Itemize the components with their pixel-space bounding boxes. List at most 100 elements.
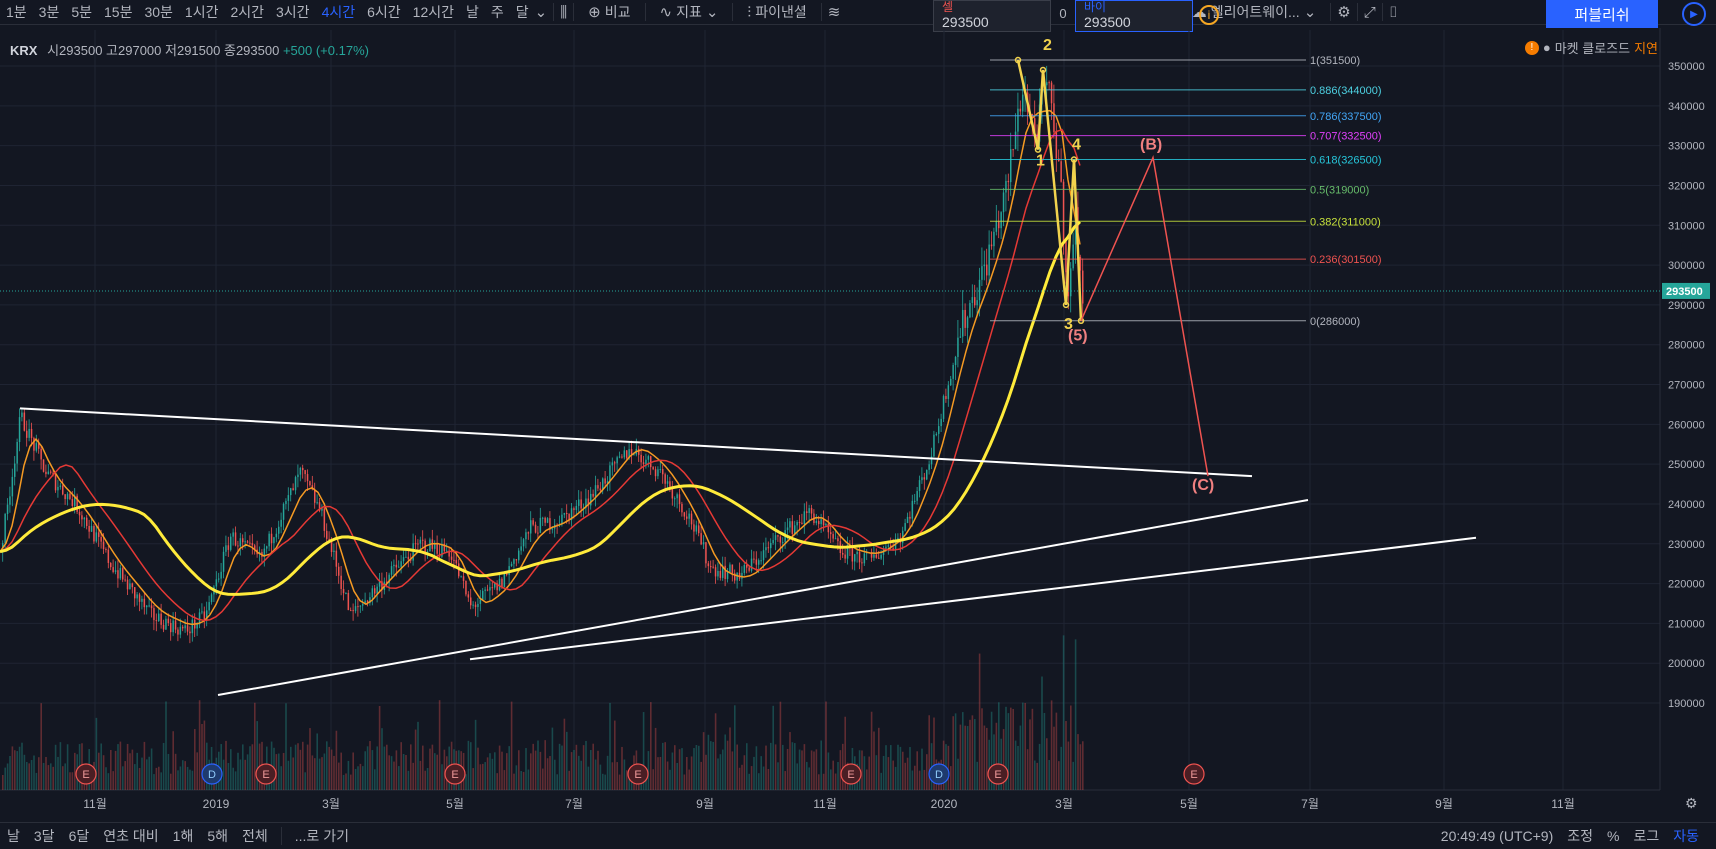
candle-body [621,456,623,458]
correction-projection[interactable] [1080,154,1209,477]
alert-icon[interactable]: ! [1524,40,1539,55]
wave-point [1014,56,1022,64]
candle-body [782,541,784,543]
volume-bar [1010,707,1012,790]
volume-bar [659,756,662,790]
candle-body [659,469,662,471]
log-button[interactable]: 로그 [1633,828,1660,844]
fullscreen-icon[interactable]: ⤢ [1363,3,1376,21]
interval-2[interactable]: 5분 [71,4,93,20]
info-icon[interactable]: i [1199,5,1219,25]
support-line-1[interactable] [217,498,1309,697]
range-3[interactable]: 연초 대비 [103,828,159,844]
percent-button[interactable]: % [1607,828,1620,844]
earnings-marker[interactable] [987,763,1009,785]
adjust-button[interactable]: 조정 [1567,828,1594,844]
interval-11[interactable]: 날 [466,4,479,20]
candle-body [234,532,237,546]
interval-7[interactable]: 3시간 [276,4,310,20]
volume-bar [546,758,549,790]
volume-bar [1048,760,1050,790]
camera-icon[interactable]: ⌷ [1388,3,1398,21]
divider [1330,3,1332,21]
interval-12[interactable]: 주 [490,4,504,20]
candle-body [417,543,419,545]
candle-body [803,511,806,525]
auto-button[interactable]: 자동 [1673,828,1699,844]
interval-0[interactable]: 1분 [6,4,27,20]
price-chart[interactable]: 350000 340000 330000 320000 310000 300000 2900… [0,0,1716,822]
volume-bar [234,771,237,790]
interval-dropdown-icon[interactable]: ⌄ [534,4,548,21]
divider [553,3,555,21]
interval-8[interactable]: 4시간 [321,4,356,20]
interval-5[interactable]: 1시간 [184,4,219,20]
dividend-marker[interactable] [201,763,223,785]
gear-icon[interactable]: ⚙ [1337,4,1351,21]
templates-icon[interactable]: ≋ [827,4,841,21]
range-6[interactable]: 전체 [242,828,268,844]
indicators-button[interactable]: ∿ 지표 ⌄ [652,2,727,22]
time-tick-label: 5월 [1180,797,1198,811]
event-marker-label: E [451,769,458,781]
volume-bar [347,760,350,790]
price-tick-label: 230000 [1668,539,1705,551]
interval-1[interactable]: 3분 [38,4,60,20]
resistance-line[interactable] [19,407,1253,478]
buy-button[interactable]: 바이 293500 [1075,0,1193,32]
candle-body [448,550,450,557]
range-5[interactable]: 5해 [207,828,228,844]
financials-button[interactable]: ⫶ 파이낸셜 [739,2,814,22]
range-1[interactable]: 3달 [33,828,55,844]
divider [732,3,734,21]
volume-bar [338,762,340,790]
earnings-marker[interactable] [627,763,649,785]
sell-button[interactable]: 셀 293500 [933,0,1051,32]
publish-button[interactable]: 퍼블리쉬 [1546,0,1658,28]
symbol-name[interactable]: KRX [10,43,38,58]
support-line-2[interactable] [469,536,1477,661]
volume-bar [542,768,544,790]
interval-9[interactable]: 6시간 [367,4,401,20]
candle-style-icon[interactable]: ⫼ [560,3,568,21]
candle-body [191,619,194,634]
dividend-marker[interactable] [928,763,950,785]
range-4[interactable]: 1해 [172,828,194,844]
time-tick-label: 9월 [1435,797,1453,811]
earnings-marker[interactable] [840,763,862,785]
goto-button[interactable]: ...로 가기 [294,828,349,844]
interval-13[interactable]: 달 [515,4,529,20]
candle-body [698,525,700,534]
volume-bar [186,766,189,790]
candle-body [381,581,383,590]
earnings-marker[interactable] [255,763,277,785]
play-icon[interactable]: ▶ [1682,2,1706,26]
earnings-marker[interactable] [444,763,466,785]
interval-4[interactable]: 30분 [144,4,173,20]
volume-bar [4,767,6,790]
compare-button[interactable]: ⊕ 비교 [580,2,638,22]
interval-6[interactable]: 2시간 [230,4,265,20]
elliott-wave[interactable]: 2 1 4 3(5) (B) (C) [1014,37,1215,494]
interval-10[interactable]: 12시간 [412,4,454,20]
range-0[interactable]: 날 [7,828,20,844]
candle-body [153,608,155,621]
time-tick-label: 2019 [203,797,230,811]
earnings-marker[interactable] [75,763,97,785]
candle-body [837,538,839,542]
settings-icon[interactable]: ⚙ [1685,795,1698,811]
range-2[interactable]: 6달 [68,828,90,844]
volume-bar [280,766,282,790]
candle-body [6,504,9,514]
symbol-legend: KRX 시293500 고297000 저291500 종293500 +500… [10,40,369,59]
projection-path [1080,154,1209,477]
earnings-marker[interactable] [1183,763,1205,785]
fib-retracement[interactable]: 1(351500) 0.886(344000) 0.786(337500) 0.707… [990,55,1382,328]
candle-body [143,598,146,608]
interval-3[interactable]: 15분 [104,4,133,20]
candle-body [218,578,220,580]
candle-body [870,552,873,558]
volume-bar [155,767,158,790]
volume-bar [256,721,258,790]
volume-bar [474,719,477,790]
